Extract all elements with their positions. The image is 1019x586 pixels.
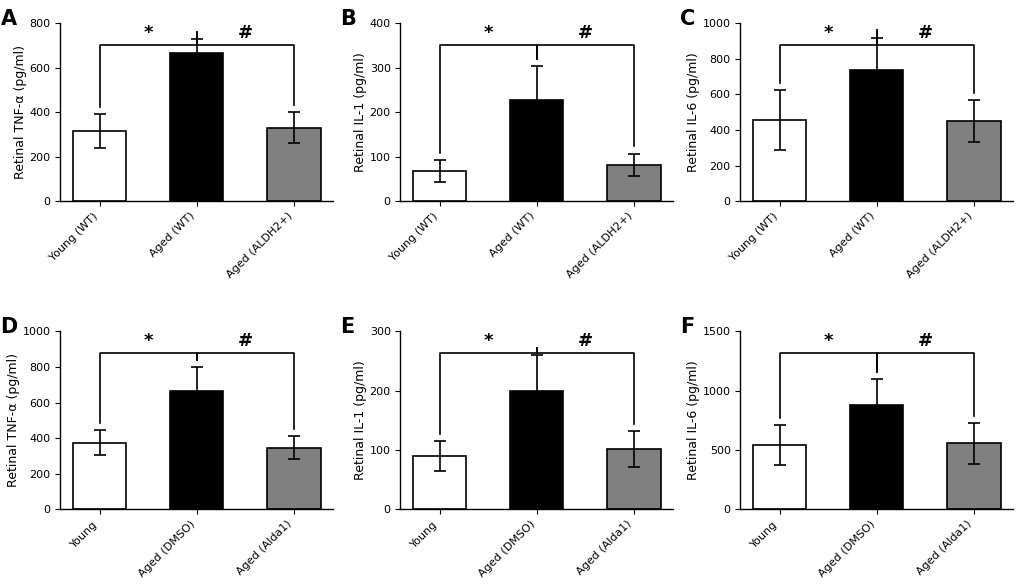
Y-axis label: Retinal IL-6 (pg/ml): Retinal IL-6 (pg/ml) bbox=[686, 360, 699, 480]
Bar bbox=[606, 449, 660, 509]
Bar bbox=[413, 171, 466, 201]
Bar bbox=[413, 456, 466, 509]
Text: F: F bbox=[680, 317, 694, 337]
Y-axis label: Retinal IL-1 (pg/ml): Retinal IL-1 (pg/ml) bbox=[354, 52, 367, 172]
Y-axis label: Retinal TNF-α (pg/ml): Retinal TNF-α (pg/ml) bbox=[14, 45, 26, 179]
Text: C: C bbox=[680, 9, 695, 29]
Y-axis label: Retinal IL-6 (pg/ml): Retinal IL-6 (pg/ml) bbox=[686, 52, 699, 172]
Text: #: # bbox=[917, 332, 932, 350]
Bar bbox=[752, 445, 805, 509]
Bar bbox=[72, 442, 126, 509]
Bar bbox=[510, 391, 562, 509]
Text: *: * bbox=[483, 332, 492, 350]
Text: B: B bbox=[340, 9, 356, 29]
Bar bbox=[170, 53, 223, 201]
Text: *: * bbox=[144, 24, 153, 42]
Text: A: A bbox=[0, 9, 16, 29]
Text: *: * bbox=[822, 24, 833, 42]
Text: #: # bbox=[237, 332, 253, 350]
Text: *: * bbox=[822, 332, 833, 350]
Bar bbox=[267, 448, 320, 509]
Bar bbox=[510, 100, 562, 201]
Bar bbox=[72, 131, 126, 201]
Bar bbox=[849, 405, 903, 509]
Bar bbox=[947, 444, 1000, 509]
Y-axis label: Retinal IL-1 (pg/ml): Retinal IL-1 (pg/ml) bbox=[354, 360, 367, 480]
Text: #: # bbox=[917, 24, 932, 42]
Bar bbox=[752, 120, 805, 201]
Text: #: # bbox=[577, 332, 592, 350]
Text: #: # bbox=[577, 24, 592, 42]
Text: *: * bbox=[144, 332, 153, 350]
Bar bbox=[947, 121, 1000, 201]
Y-axis label: Retinal TNF-α (pg/ml): Retinal TNF-α (pg/ml) bbox=[7, 353, 20, 488]
Bar bbox=[170, 391, 223, 509]
Text: *: * bbox=[483, 24, 492, 42]
Text: E: E bbox=[340, 317, 355, 337]
Text: #: # bbox=[237, 24, 253, 42]
Bar bbox=[267, 128, 320, 201]
Text: D: D bbox=[0, 317, 17, 337]
Bar bbox=[849, 70, 903, 201]
Bar bbox=[606, 165, 660, 201]
